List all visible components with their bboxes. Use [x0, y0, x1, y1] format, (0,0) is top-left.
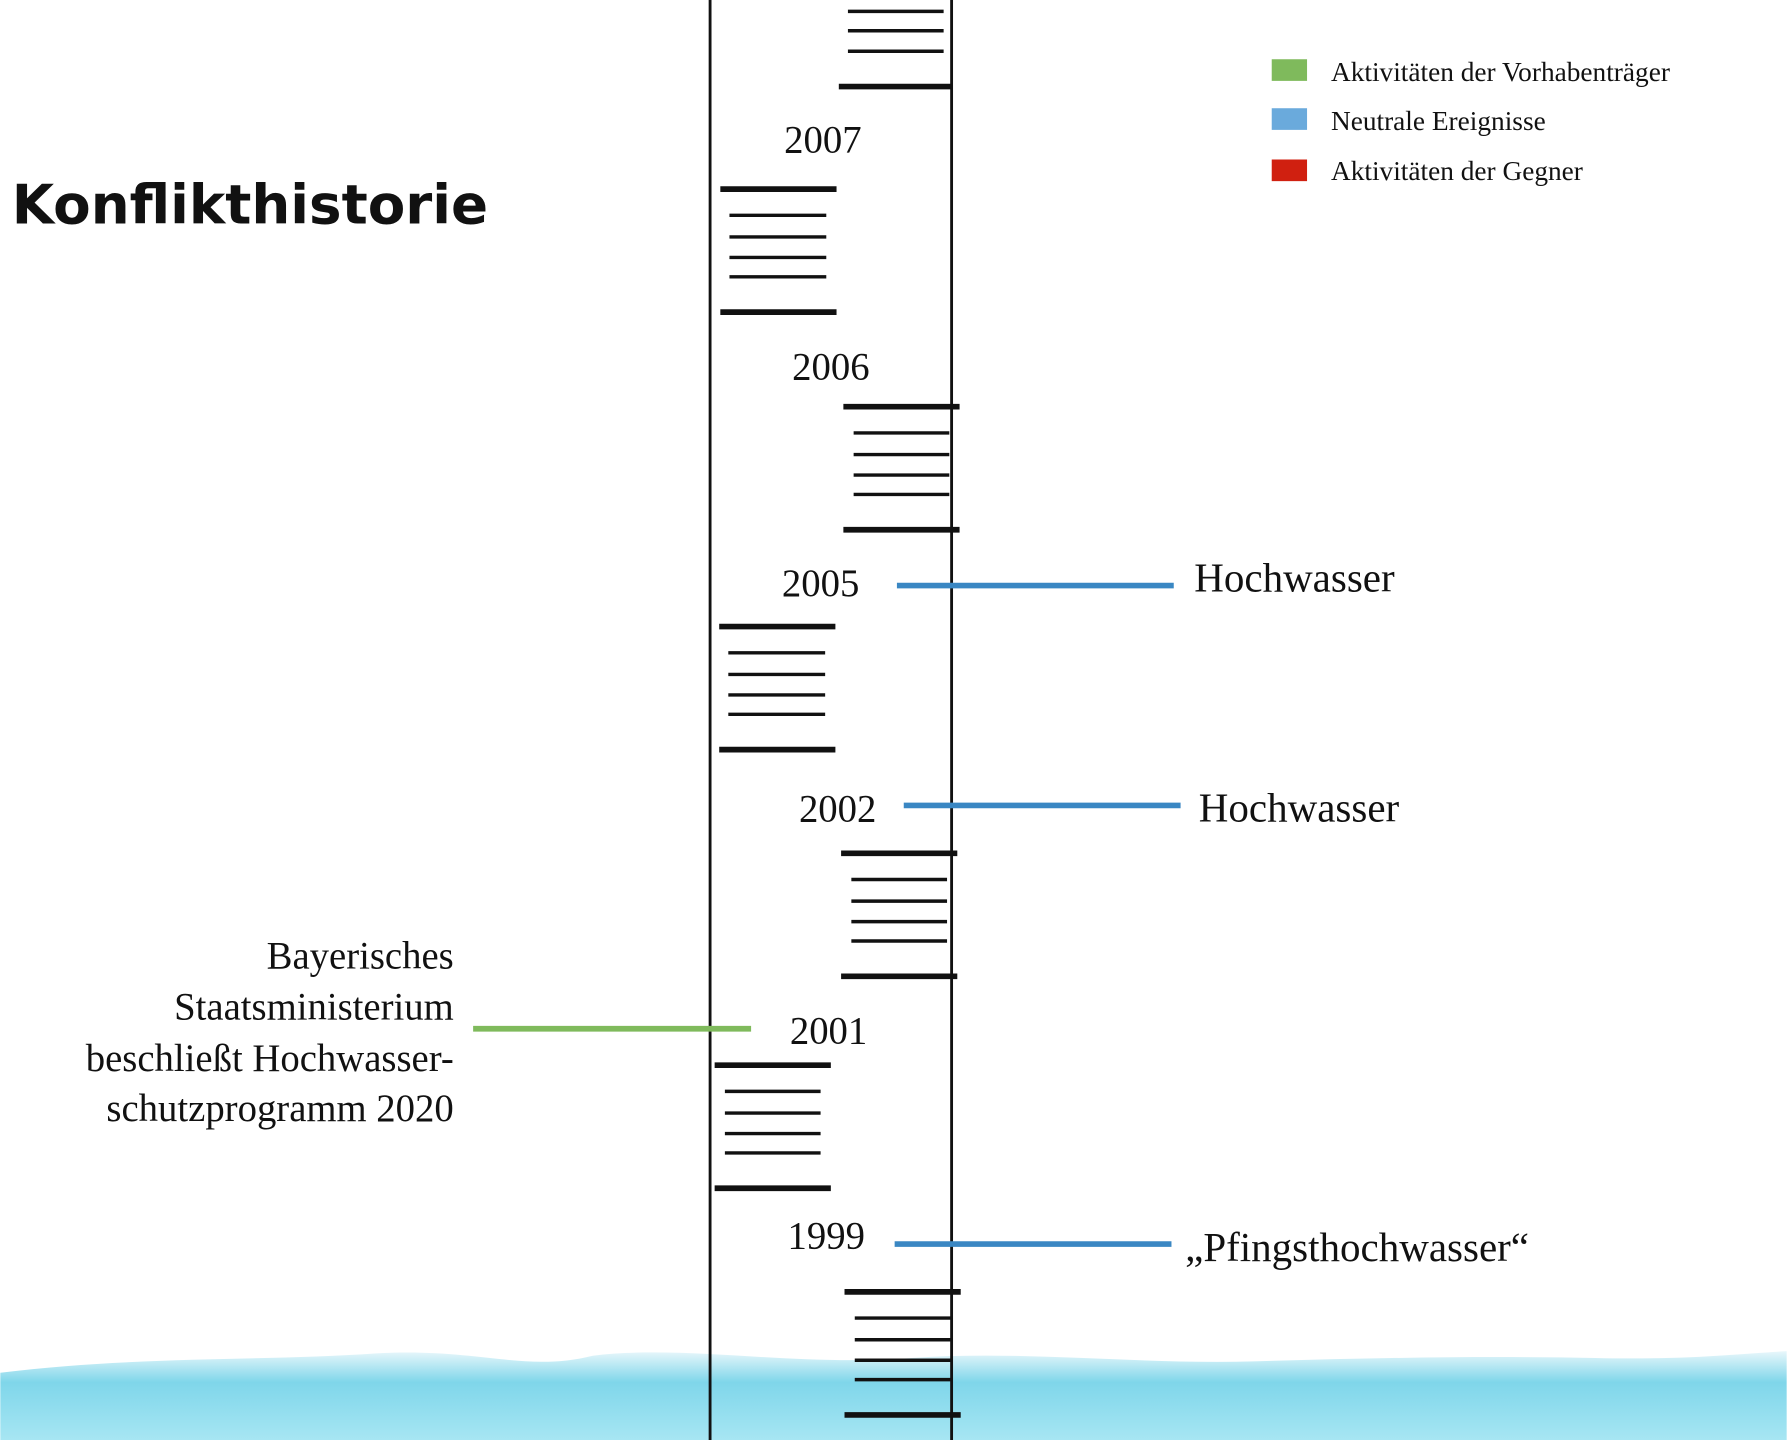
page: Konflikthistorie Aktivitäten der Vorhabe…	[0, 0, 1787, 1440]
year: 2007	[784, 119, 861, 162]
year: 2005	[782, 562, 859, 605]
year: 2006	[792, 345, 869, 388]
event-label: beschließt Hochwasser-	[86, 1037, 454, 1080]
year: 1999	[788, 1215, 865, 1258]
legend-label: Aktivitäten der Vorhabenträger	[1331, 57, 1670, 87]
event-label: schutzprogramm 2020	[106, 1087, 453, 1130]
year: 2001	[790, 1010, 867, 1053]
legend-label: Aktivitäten der Gegner	[1331, 156, 1583, 186]
event-label: Bayerisches	[267, 934, 454, 977]
legend-swatch	[1272, 159, 1307, 181]
water	[0, 1351, 1786, 1440]
event-label: „Pfingsthochwasser“	[1185, 1224, 1529, 1270]
year: 2002	[799, 787, 876, 830]
event-label: Hochwasser	[1194, 554, 1395, 600]
event-label: Hochwasser	[1199, 784, 1400, 830]
timeline: Konflikthistorie Aktivitäten der Vorhabe…	[0, 0, 1787, 1440]
year-ladders	[715, 11, 961, 1415]
legend-swatch	[1272, 59, 1307, 81]
legend-swatch	[1272, 108, 1307, 130]
event-label: Staatsministerium	[174, 986, 454, 1029]
title: Konflikthistorie	[12, 172, 488, 236]
legend-label: Neutrale Ereignisse	[1331, 106, 1546, 136]
